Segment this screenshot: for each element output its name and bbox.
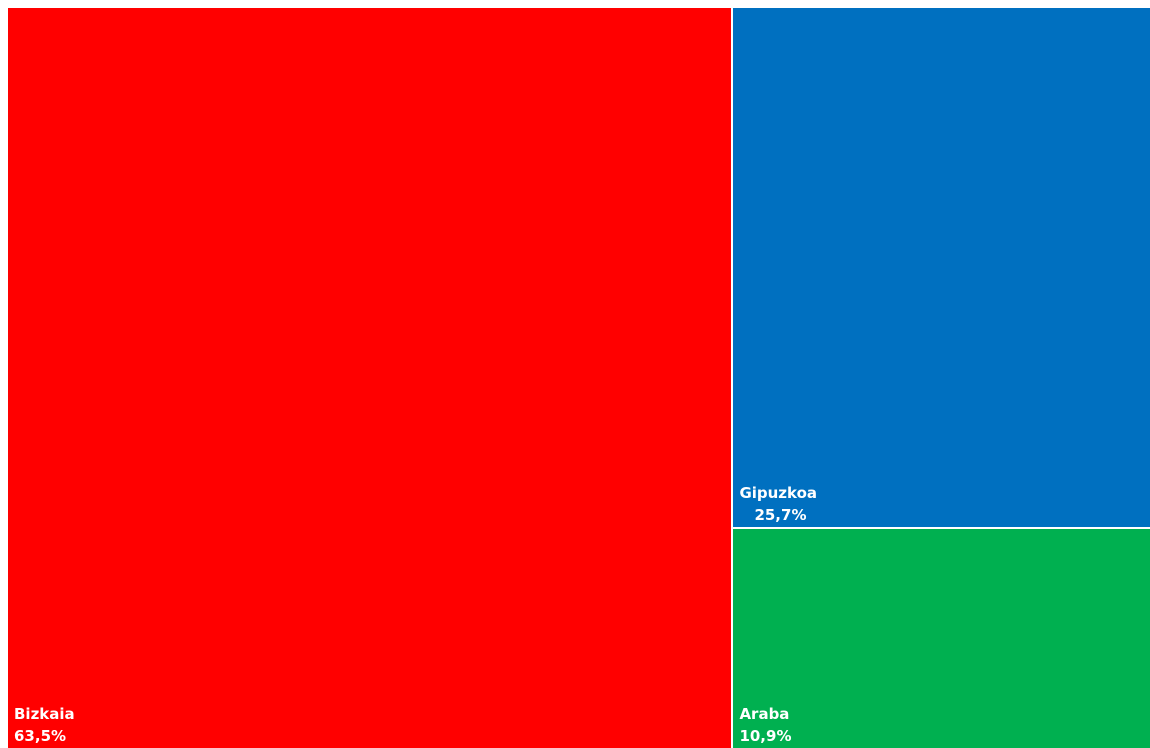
- tile-value-gipuzkoa: 25,7%: [739, 504, 817, 526]
- tile-name-bizkaia: Bizkaia: [14, 705, 75, 723]
- tile-bizkaia: Bizkaia 63,5%: [8, 8, 731, 748]
- tile-value-araba: 10,9%: [739, 725, 791, 747]
- tile-label-gipuzkoa: Gipuzkoa 25,7%: [739, 482, 817, 526]
- tile-label-bizkaia: Bizkaia 63,5%: [14, 703, 75, 747]
- tile-name-gipuzkoa: Gipuzkoa: [739, 484, 817, 502]
- tile-gipuzkoa: Gipuzkoa 25,7%: [733, 8, 1150, 527]
- tile-label-araba: Araba 10,9%: [739, 703, 791, 747]
- tile-araba: Araba 10,9%: [733, 529, 1150, 748]
- tile-value-bizkaia: 63,5%: [14, 725, 75, 747]
- tile-name-araba: Araba: [739, 705, 789, 723]
